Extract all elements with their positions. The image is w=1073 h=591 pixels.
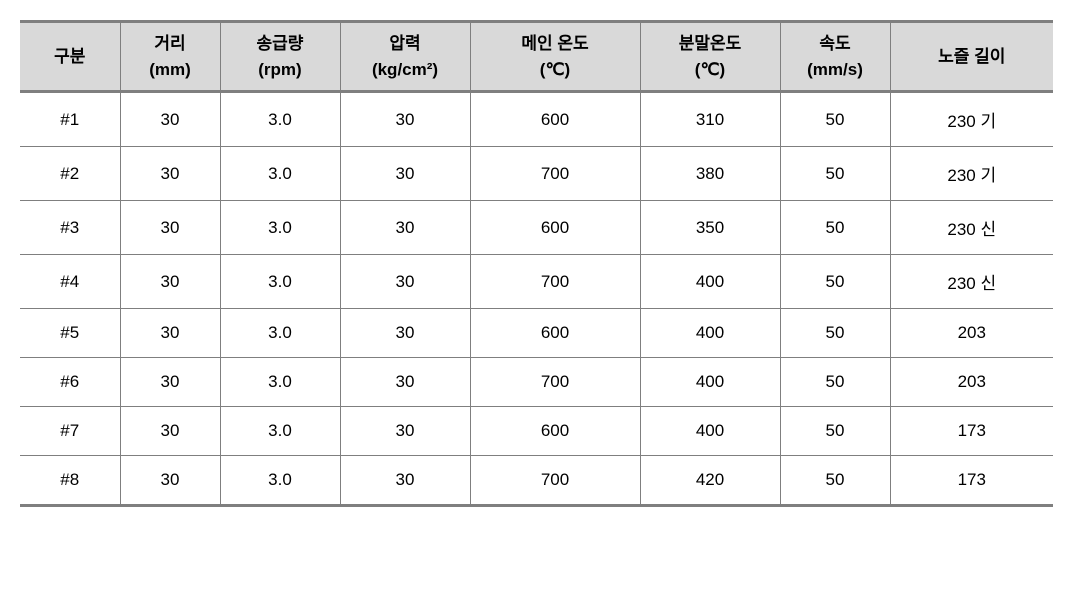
cell-r3-c5: 400: [640, 255, 780, 309]
col-unit: (mm/s): [807, 60, 863, 79]
col-label: 분말온도: [679, 34, 742, 53]
col-label: 속도: [819, 34, 850, 53]
cell-r5-c3: 30: [340, 358, 470, 407]
cell-r4-c1: 30: [120, 309, 220, 358]
cell-r1-c1: 30: [120, 147, 220, 201]
cell-r5-c7: 203: [890, 358, 1053, 407]
table-row: #1303.03060031050230 기: [20, 92, 1053, 147]
cell-r5-c5: 400: [640, 358, 780, 407]
cell-r1-c2: 3.0: [220, 147, 340, 201]
col-header-7: 노즐 길이: [890, 22, 1053, 92]
table-row: #4303.03070040050230 신: [20, 255, 1053, 309]
cell-r7-c3: 30: [340, 456, 470, 506]
cell-r7-c6: 50: [780, 456, 890, 506]
cell-r1-c6: 50: [780, 147, 890, 201]
cell-r3-c3: 30: [340, 255, 470, 309]
cell-r3-c1: 30: [120, 255, 220, 309]
cell-r5-c4: 700: [470, 358, 640, 407]
col-header-4: 메인 온도 (℃): [470, 22, 640, 92]
cell-r0-c0: #1: [20, 92, 120, 147]
cell-r0-c2: 3.0: [220, 92, 340, 147]
table-row: #6303.03070040050203: [20, 358, 1053, 407]
cell-r0-c5: 310: [640, 92, 780, 147]
col-header-3: 압력 (kg/cm²): [340, 22, 470, 92]
cell-r2-c5: 350: [640, 201, 780, 255]
cell-r1-c3: 30: [340, 147, 470, 201]
cell-r2-c1: 30: [120, 201, 220, 255]
col-unit: (rpm): [258, 60, 301, 79]
cell-r7-c2: 3.0: [220, 456, 340, 506]
cell-r1-c5: 380: [640, 147, 780, 201]
cell-r1-c4: 700: [470, 147, 640, 201]
col-label: 압력: [389, 34, 420, 53]
cell-r7-c1: 30: [120, 456, 220, 506]
cell-r0-c7: 230 기: [890, 92, 1053, 147]
col-header-1: 거리 (mm): [120, 22, 220, 92]
cell-r4-c5: 400: [640, 309, 780, 358]
cell-r2-c0: #3: [20, 201, 120, 255]
cell-r3-c4: 700: [470, 255, 640, 309]
col-header-0: 구분: [20, 22, 120, 92]
cell-r0-c4: 600: [470, 92, 640, 147]
table-row: #2303.03070038050230 기: [20, 147, 1053, 201]
cell-r6-c7: 173: [890, 407, 1053, 456]
col-label: 거리: [154, 34, 185, 53]
table-row: #3303.03060035050230 신: [20, 201, 1053, 255]
col-label: 구분: [54, 47, 85, 66]
cell-r7-c0: #8: [20, 456, 120, 506]
cell-r2-c4: 600: [470, 201, 640, 255]
cell-r5-c1: 30: [120, 358, 220, 407]
col-header-6: 속도 (mm/s): [780, 22, 890, 92]
cell-r3-c0: #4: [20, 255, 120, 309]
cell-r3-c6: 50: [780, 255, 890, 309]
cell-r4-c6: 50: [780, 309, 890, 358]
cell-r5-c2: 3.0: [220, 358, 340, 407]
cell-r2-c7: 230 신: [890, 201, 1053, 255]
cell-r4-c7: 203: [890, 309, 1053, 358]
col-unit: (kg/cm²): [372, 60, 438, 79]
table-body: #1303.03060031050230 기#2303.030700380502…: [20, 92, 1053, 506]
col-unit: (℃): [695, 60, 725, 79]
cell-r6-c3: 30: [340, 407, 470, 456]
col-header-5: 분말온도 (℃): [640, 22, 780, 92]
cell-r2-c3: 30: [340, 201, 470, 255]
col-label: 송급량: [257, 34, 304, 53]
cell-r0-c3: 30: [340, 92, 470, 147]
cell-r6-c4: 600: [470, 407, 640, 456]
col-header-2: 송급량 (rpm): [220, 22, 340, 92]
table-row: #5303.03060040050203: [20, 309, 1053, 358]
col-label: 메인 온도: [521, 34, 588, 53]
cell-r6-c0: #7: [20, 407, 120, 456]
cell-r1-c0: #2: [20, 147, 120, 201]
cell-r4-c2: 3.0: [220, 309, 340, 358]
cell-r7-c7: 173: [890, 456, 1053, 506]
cell-r2-c6: 50: [780, 201, 890, 255]
table-row: #8303.03070042050173: [20, 456, 1053, 506]
cell-r4-c4: 600: [470, 309, 640, 358]
col-unit: (mm): [149, 60, 191, 79]
cell-r1-c7: 230 기: [890, 147, 1053, 201]
data-table: 구분 거리 (mm) 송급량 (rpm) 압력 (kg/cm²) 메인 온도 (℃) 분말온도 (℃…: [20, 20, 1053, 507]
cell-r7-c4: 700: [470, 456, 640, 506]
cell-r5-c6: 50: [780, 358, 890, 407]
header-row: 구분 거리 (mm) 송급량 (rpm) 압력 (kg/cm²) 메인 온도 (℃) 분말온도 (℃…: [20, 22, 1053, 92]
cell-r6-c1: 30: [120, 407, 220, 456]
cell-r3-c7: 230 신: [890, 255, 1053, 309]
cell-r2-c2: 3.0: [220, 201, 340, 255]
cell-r7-c5: 420: [640, 456, 780, 506]
cell-r4-c3: 30: [340, 309, 470, 358]
cell-r3-c2: 3.0: [220, 255, 340, 309]
cell-r6-c6: 50: [780, 407, 890, 456]
cell-r0-c1: 30: [120, 92, 220, 147]
col-unit: (℃): [540, 60, 570, 79]
cell-r0-c6: 50: [780, 92, 890, 147]
cell-r5-c0: #6: [20, 358, 120, 407]
cell-r6-c5: 400: [640, 407, 780, 456]
cell-r4-c0: #5: [20, 309, 120, 358]
table-row: #7303.03060040050173: [20, 407, 1053, 456]
col-label: 노즐 길이: [938, 47, 1005, 66]
cell-r6-c2: 3.0: [220, 407, 340, 456]
